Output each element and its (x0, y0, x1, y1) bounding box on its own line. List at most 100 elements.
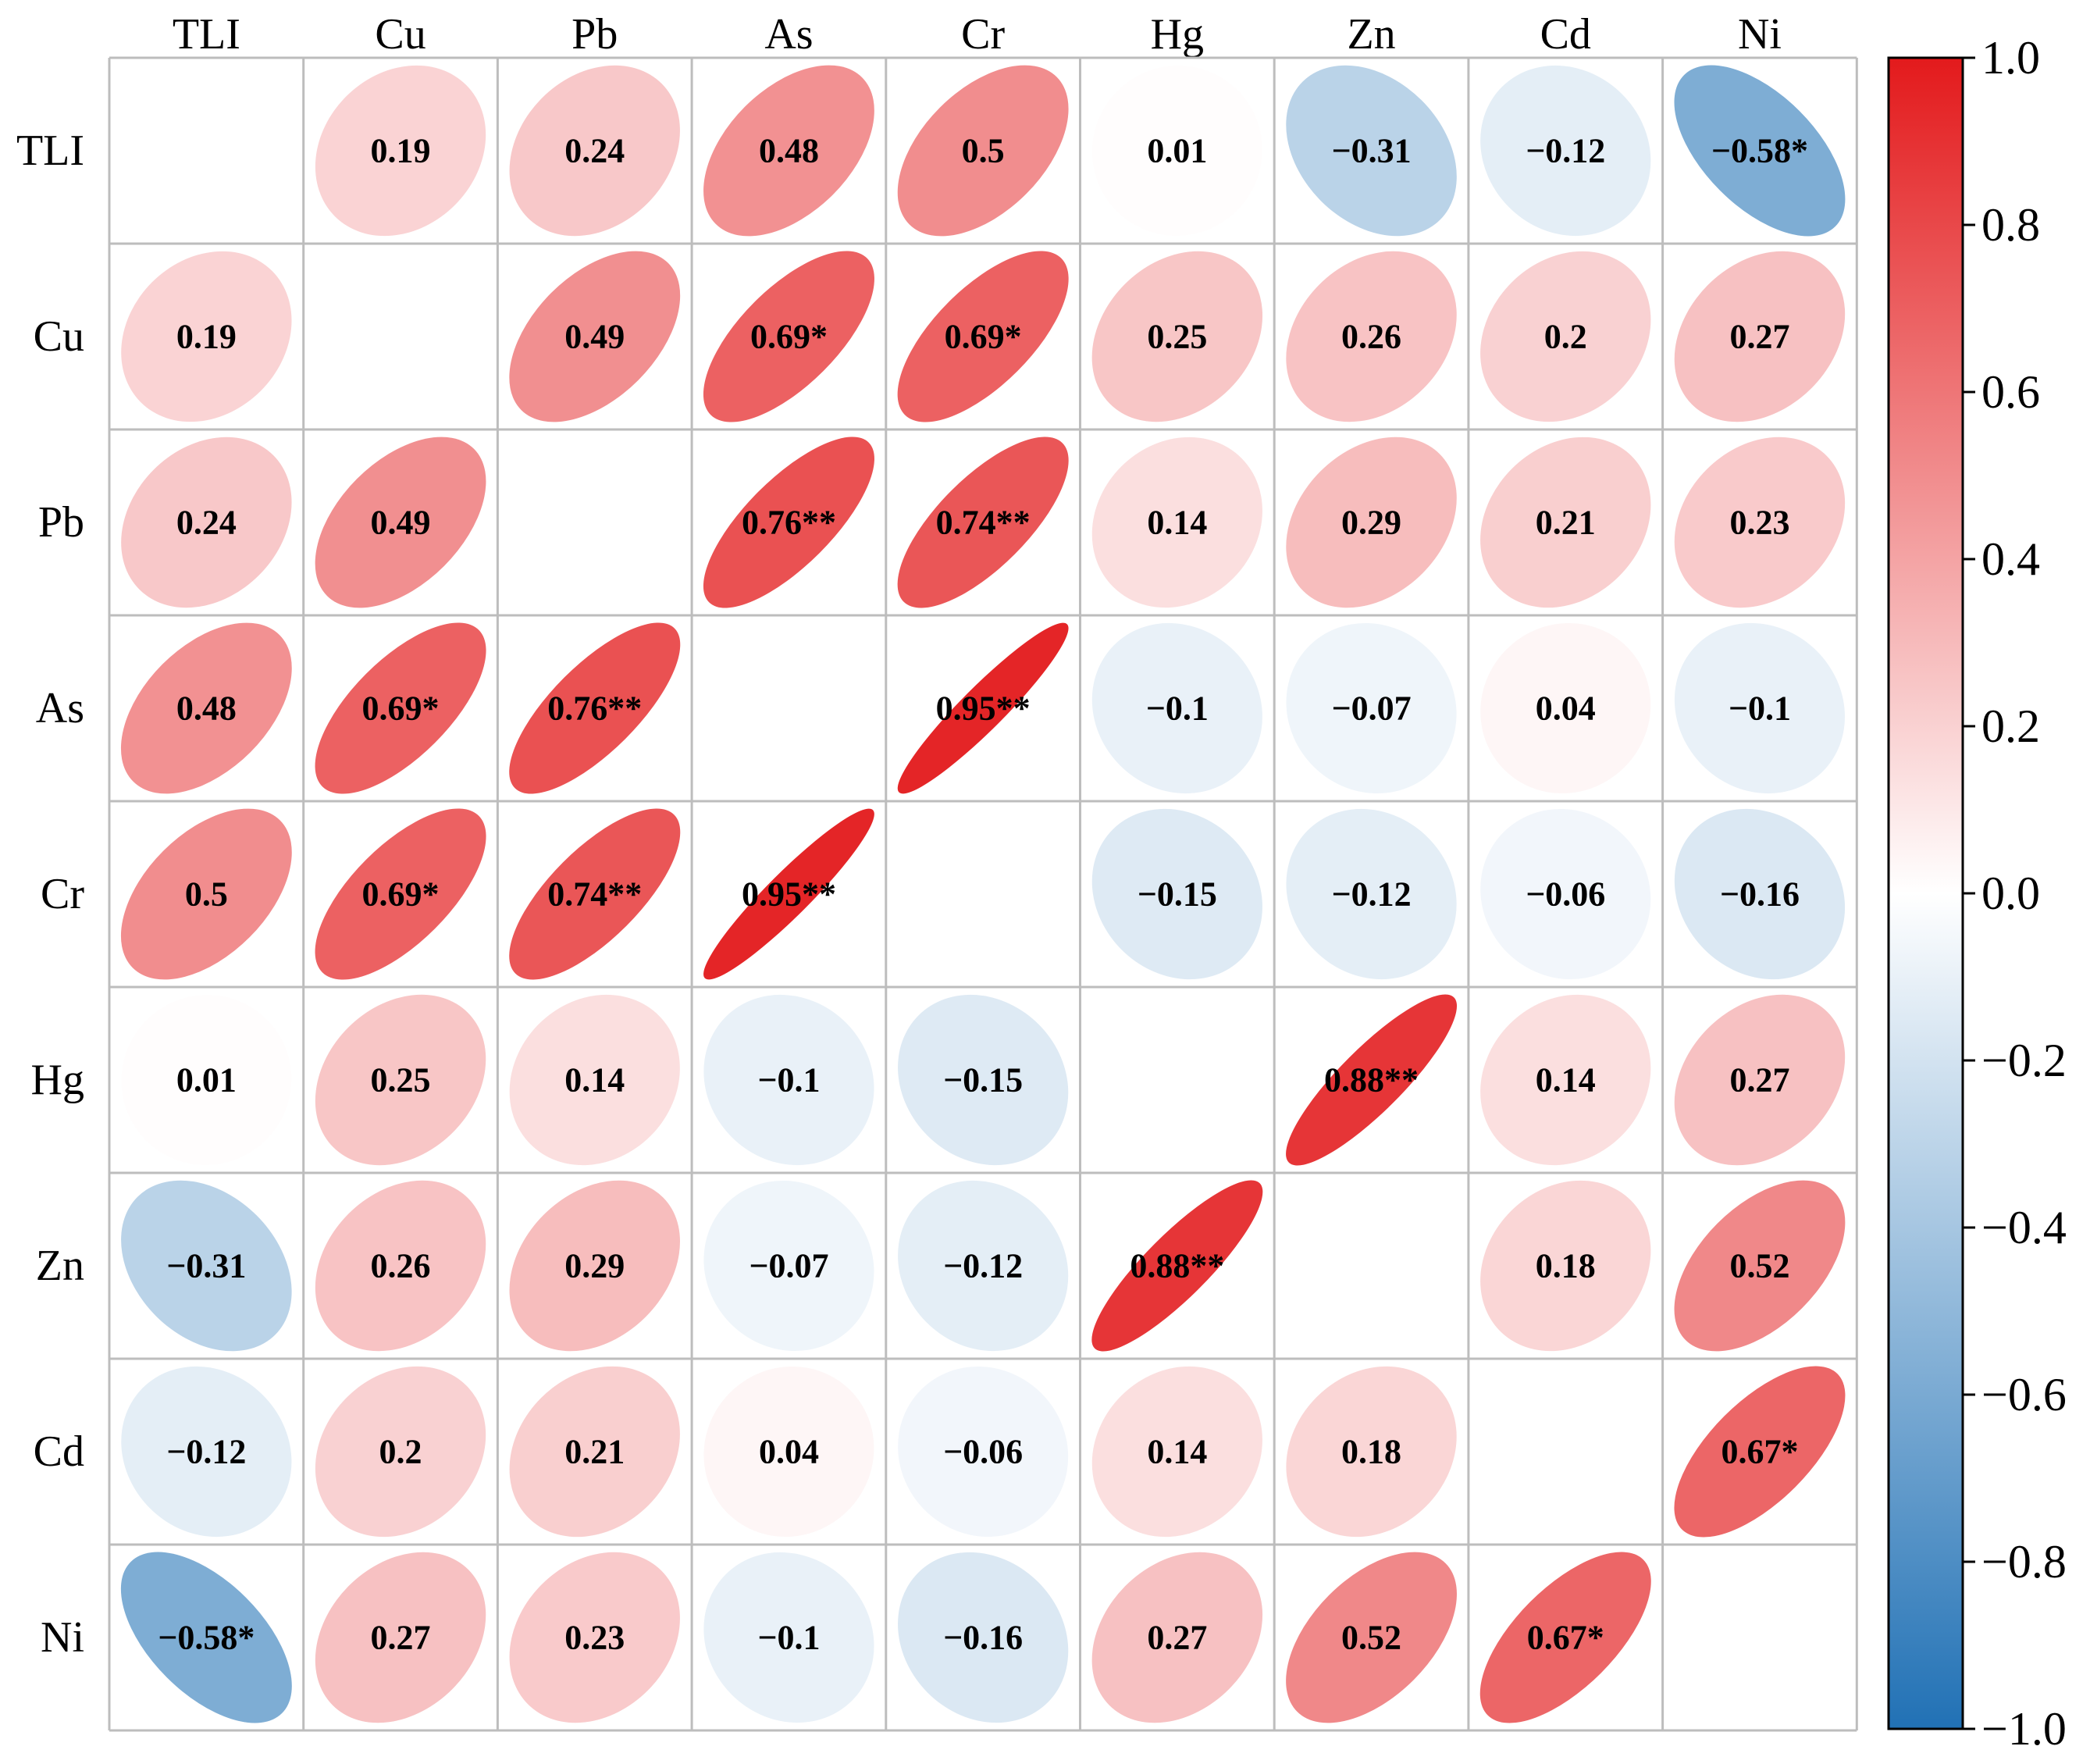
cell-label-tli-cu: 0.19 (371, 132, 431, 170)
cell-label-zn-pb: 0.29 (564, 1247, 625, 1285)
colorbar-tick-label: 0.0 (1981, 868, 2040, 919)
cell-label-zn-cu: 0.26 (371, 1247, 431, 1285)
ellipse-cr-pb (509, 808, 681, 980)
ellipse-pb-tli (121, 437, 292, 608)
ellipse-cr-as (703, 808, 874, 980)
cell-label-cr-cu: 0.69* (362, 875, 440, 914)
cell-label-as-ni: −0.1 (1729, 690, 1791, 728)
cell-label-cd-pb: 0.21 (564, 1433, 625, 1471)
cell-label-as-zn: −0.07 (1332, 690, 1412, 728)
ellipse-cd-cr (898, 1366, 1069, 1538)
cell-label-cu-hg: 0.25 (1147, 318, 1207, 356)
ellipse-tli-hg (1091, 66, 1262, 236)
row-tick-label-ni: Ni (41, 1613, 84, 1662)
ellipse-cr-tli (120, 808, 292, 980)
cell-label-cd-ni: 0.67* (1721, 1433, 1798, 1471)
col-tick-label-tli: TLI (173, 10, 240, 59)
cell-label-cd-zn: 0.18 (1341, 1433, 1401, 1471)
cell-label-hg-pb: 0.14 (564, 1061, 625, 1099)
ellipse-hg-tli (121, 995, 292, 1165)
cell-label-zn-hg: 0.88** (1130, 1247, 1224, 1285)
col-tick-label-hg: Hg (1151, 10, 1204, 59)
ellipse-cd-tli (121, 1366, 292, 1538)
cell-label-tli-as: 0.48 (759, 132, 819, 170)
cell-label-cd-as: 0.04 (759, 1433, 819, 1471)
ellipse-pb-cd (1480, 437, 1651, 608)
cell-label-cd-hg: 0.14 (1147, 1433, 1207, 1471)
cell-label-ni-pb: 0.23 (564, 1619, 625, 1657)
cell-label-tli-zn: −0.31 (1332, 132, 1412, 170)
ellipse-hg-cd (1480, 994, 1651, 1166)
cell-label-cr-tli: 0.5 (185, 875, 228, 914)
cell-label-cr-ni: −0.16 (1720, 875, 1800, 914)
colorbar-tick-label: 0.4 (1981, 533, 2040, 585)
cell-label-cr-cd: −0.06 (1526, 875, 1605, 914)
ellipse-ni-tli (120, 1552, 292, 1723)
ellipse-pb-as (703, 437, 874, 608)
ellipse-zn-pb (509, 1180, 680, 1352)
cell-label-pb-cd: 0.21 (1536, 504, 1596, 542)
ellipse-zn-hg (1091, 1180, 1263, 1352)
cell-label-pb-as: 0.76** (742, 504, 836, 542)
cell-label-ni-cu: 0.27 (371, 1619, 431, 1657)
ellipse-cr-cd (1480, 808, 1651, 980)
cell-label-pb-cu: 0.49 (371, 504, 431, 542)
ellipse-cu-ni (1674, 251, 1846, 422)
ellipse-zn-cd (1480, 1180, 1651, 1352)
ellipse-cu-tli (121, 251, 292, 422)
col-tick-label-cu: Cu (375, 10, 425, 59)
cell-label-as-cd: 0.04 (1536, 690, 1596, 728)
ellipse-cd-as (703, 1366, 874, 1538)
cell-label-as-hg: −0.1 (1146, 690, 1209, 728)
grid (108, 56, 1858, 1732)
cell-label-cu-cd: 0.2 (1544, 318, 1587, 356)
cell-label-tli-cd: −0.12 (1526, 132, 1605, 170)
ellipse-zn-cr (898, 1180, 1069, 1352)
ellipse-cu-as (703, 251, 874, 422)
ellipse-hg-zn (1286, 994, 1458, 1166)
cell-label-cr-as: 0.95** (742, 875, 836, 914)
ellipse-cr-zn (1286, 808, 1457, 980)
cell-label-hg-ni: 0.27 (1729, 1061, 1789, 1099)
cell-label-zn-ni: 0.52 (1729, 1247, 1789, 1285)
cell-label-cd-cr: −0.06 (943, 1433, 1023, 1471)
cell-label-ni-as: −0.1 (757, 1619, 820, 1657)
colorbar-tick-label: 1.0 (1981, 32, 2040, 84)
ellipse-zn-ni (1674, 1180, 1846, 1352)
cell-label-pb-zn: 0.29 (1341, 504, 1401, 542)
cell-label-cr-pb: 0.74** (547, 875, 642, 914)
col-tick-label-pb: Pb (571, 10, 618, 59)
row-tick-label-cd: Cd (34, 1427, 84, 1476)
colorbar-gradient (1887, 56, 1964, 1730)
ellipse-hg-ni (1674, 994, 1846, 1166)
cell-label-hg-zn: 0.88** (1324, 1061, 1419, 1099)
ellipse-tli-cu (315, 65, 486, 237)
ellipse-as-ni (1674, 622, 1846, 794)
row-tick-label-tli: TLI (16, 127, 84, 175)
col-tick-label-cr: Cr (961, 10, 1005, 59)
cell-label-tli-hg: 0.01 (1147, 132, 1207, 170)
cell-label-as-tli: 0.48 (176, 690, 237, 728)
ellipse-ni-cu (315, 1552, 486, 1723)
ellipse-pb-ni (1674, 437, 1846, 608)
cell-label-hg-cd: 0.14 (1536, 1061, 1596, 1099)
colorbar-tick-label: 0.8 (1981, 199, 2040, 251)
colorbar-tick-label: 0.6 (1981, 366, 2040, 418)
ellipse-cu-zn (1286, 251, 1457, 422)
ellipse-pb-hg (1091, 437, 1262, 608)
ellipse-tli-cr (897, 65, 1069, 237)
ellipse-ni-pb (509, 1552, 680, 1723)
cell-label-tli-pb: 0.24 (564, 132, 625, 170)
ellipse-as-cd (1480, 622, 1651, 794)
ellipse-pb-zn (1286, 437, 1457, 608)
cell-label-cu-tli: 0.19 (176, 318, 237, 356)
cell-label-as-cr: 0.95** (936, 690, 1031, 728)
cell-label-cu-cr: 0.69* (945, 318, 1022, 356)
col-tick-label-zn: Zn (1347, 10, 1395, 59)
ellipse-ni-zn (1286, 1552, 1457, 1723)
cell-label-hg-as: −0.1 (757, 1061, 820, 1099)
cell-label-hg-cr: −0.15 (943, 1061, 1023, 1099)
cell-label-hg-tli: 0.01 (176, 1061, 237, 1099)
cell-label-cr-hg: −0.15 (1138, 875, 1217, 914)
row-tick-label-pb: Pb (38, 498, 84, 547)
